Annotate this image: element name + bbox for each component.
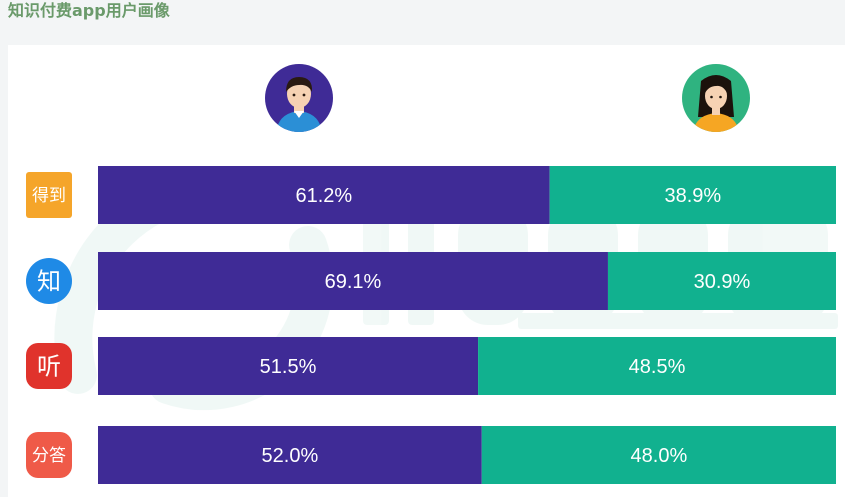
- category-icon-label: 知: [37, 268, 61, 296]
- bar-segment-female: [607, 252, 836, 310]
- bar-segment-female: [549, 166, 836, 224]
- chart-card: 得到 61.2% 38.9% 知 69.1% 30.9% 听 51.5% 48.5% 分答 52.0…: [8, 45, 845, 497]
- data-label-male: 69.1%: [325, 271, 382, 293]
- category-icon-label: 得到: [32, 186, 66, 206]
- dedao-app-icon: [26, 172, 72, 218]
- stacked-bar-chart: 得到 61.2% 38.9% 知 69.1% 30.9% 听 51.5% 48.5% 分答 52.0…: [26, 166, 836, 484]
- data-label-male: 61.2%: [295, 185, 352, 207]
- data-label-female: 48.5%: [629, 356, 686, 378]
- female-avatar-icon: [682, 64, 750, 132]
- bar-segment-male: [98, 166, 550, 224]
- data-label-female: 48.0%: [631, 445, 688, 467]
- data-label-male: 51.5%: [260, 356, 317, 378]
- bar-segment-male: [98, 337, 479, 395]
- data-label-female: 30.9%: [694, 271, 751, 293]
- category-icon-label: 分答: [32, 446, 66, 466]
- male-avatar-icon: [265, 64, 333, 132]
- data-label-female: 38.9%: [664, 185, 721, 207]
- bar-segment-female: [481, 426, 836, 484]
- page-title: 知识付费app用户画像: [8, 1, 170, 20]
- zhihu-app-icon: [26, 258, 72, 304]
- bar-segment-male: [98, 252, 608, 310]
- bar-segment-female: [478, 337, 836, 395]
- bar-segment-male: [98, 426, 482, 484]
- ximalaya-app-icon: [26, 343, 72, 389]
- category-icon-label: 听: [37, 353, 61, 381]
- data-label-male: 52.0%: [262, 445, 319, 467]
- fenda-app-icon: [26, 432, 72, 478]
